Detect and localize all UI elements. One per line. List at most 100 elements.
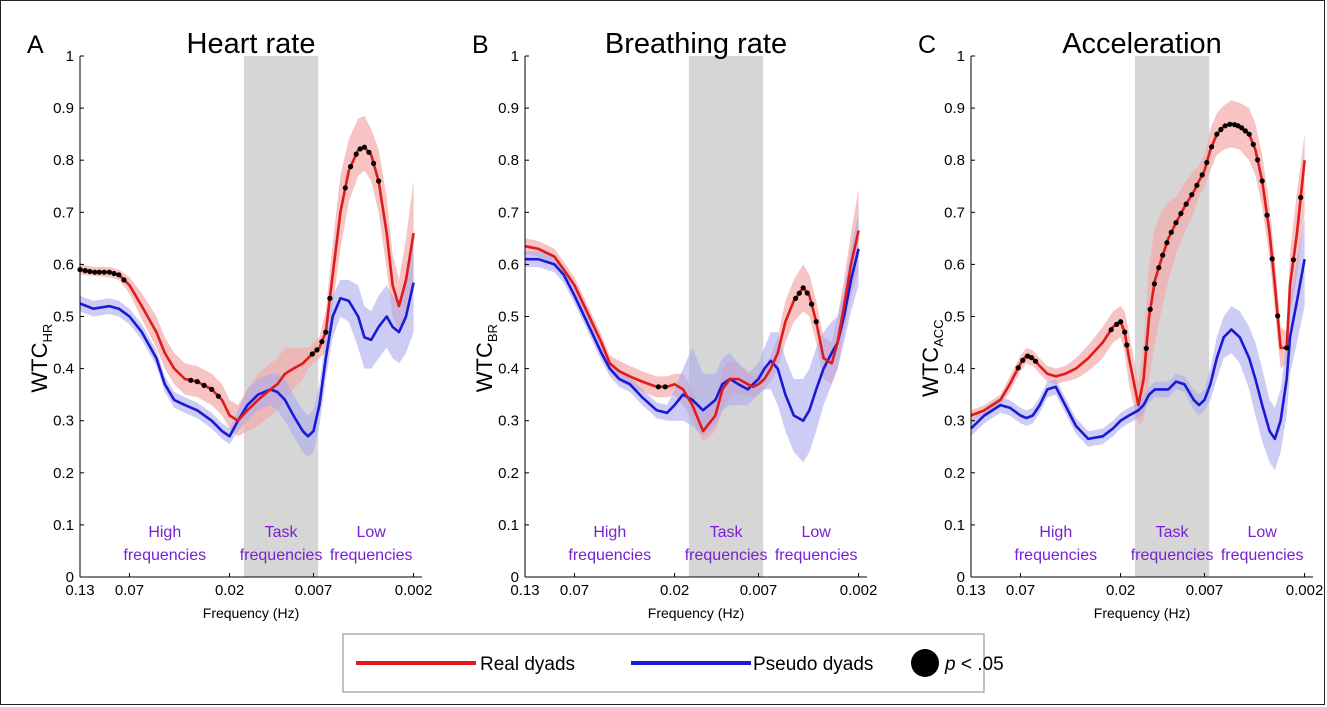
significance-dot: [1108, 327, 1114, 333]
significance-dot: [796, 290, 802, 296]
band-label-task-line2: frequencies: [240, 547, 323, 564]
significance-dot: [1160, 252, 1166, 258]
x-tick-label: 0.07: [560, 582, 589, 599]
y-tick-label: 0.2: [53, 465, 74, 482]
task-band-shading: [243, 56, 319, 577]
x-tick-label: 0.13: [956, 582, 985, 599]
significance-dot: [1199, 172, 1205, 178]
significance-dot: [1204, 159, 1210, 166]
significance-dot: [1156, 265, 1162, 271]
panels-layer: 0 0.1 0.2 0.3 0.4 0.5 0.6 0.7 0.8 0.9 1 0.13 0.07 0.0…: [27, 28, 1323, 621]
significance-dot: [1242, 128, 1248, 134]
band-label-high-line1: High: [148, 524, 181, 541]
y-axis-label: WTCACC: [918, 319, 946, 397]
significance-dot: [1015, 365, 1021, 371]
panel-letter: A: [27, 31, 44, 59]
x-tick-label: 0.07: [1006, 582, 1035, 599]
y-tick-label: 0.5: [498, 309, 519, 326]
significance-dot: [201, 382, 207, 388]
y-tick-label: 0.1: [53, 517, 74, 534]
significance-dot: [1168, 229, 1174, 235]
significance-dot: [1122, 329, 1128, 335]
significance-dot: [1164, 240, 1170, 246]
band-label-task-line2: frequencies: [1131, 547, 1214, 564]
y-tick-label: 0.8: [53, 152, 74, 169]
significance-dot: [1151, 281, 1157, 287]
y-tick-label: 0.5: [944, 309, 965, 326]
band-label-high-line1: High: [1039, 524, 1072, 541]
significance-dot: [1147, 306, 1153, 312]
x-tick-label: 0.002: [395, 582, 433, 599]
significance-dot: [1194, 182, 1200, 188]
x-tick-label: 0.007: [295, 582, 333, 599]
legend-real-label: Real dyads: [480, 654, 575, 675]
pseudo-dyads-line: [970, 258, 1306, 441]
significance-dot: [1183, 201, 1189, 207]
significance-dot: [1227, 121, 1233, 127]
significance-dot: [1143, 345, 1149, 351]
y-tick-label: 0.7: [944, 204, 965, 221]
x-tick-label: 0.13: [65, 582, 94, 599]
y-tick-label: 0.9: [53, 100, 74, 117]
panel-title: Breathing rate: [605, 28, 787, 60]
band-label-task-line1: Task: [710, 524, 744, 541]
y-tick-label: 0.9: [944, 100, 965, 117]
real-dyads-line: [524, 230, 860, 433]
panel-title: Heart rate: [187, 28, 316, 60]
band-label-low-line1: Low: [801, 524, 831, 541]
y-tick-label: 0.7: [498, 204, 519, 221]
y-axis-label-main: WTC: [27, 342, 52, 392]
significance-dot: [809, 301, 815, 307]
significance-dot: [813, 319, 819, 325]
x-axis-label: Frequency (Hz): [203, 605, 299, 621]
y-tick-label: 0.4: [53, 361, 74, 378]
significance-dot: [1264, 212, 1270, 218]
significance-dot: [1275, 313, 1281, 319]
pseudo-ci-band: [971, 217, 1305, 471]
y-axis-label: WTCBR: [472, 324, 500, 392]
significance-dot: [87, 268, 93, 275]
band-label-low-line2: frequencies: [1221, 547, 1304, 564]
significance-dot: [342, 185, 348, 191]
significance-dot: [121, 277, 127, 283]
band-label-low-line2: frequencies: [330, 547, 413, 564]
pseudo-ci-band: [525, 212, 859, 463]
significance-dot: [215, 393, 221, 399]
y-tick-label: 0.1: [944, 517, 965, 534]
y-tick-label: 1: [511, 48, 519, 65]
significance-dot: [82, 268, 88, 274]
legend-sig-p: p: [944, 654, 956, 675]
significance-dot: [1209, 144, 1215, 150]
band-label-low-line1: Low: [356, 524, 386, 541]
band-label-high-line2: frequencies: [568, 547, 651, 564]
significance-dot: [1284, 345, 1290, 351]
significance-dot: [1025, 353, 1031, 359]
y-tick-label: 0.6: [944, 256, 965, 273]
significance-dot: [1032, 358, 1039, 364]
significance-dot: [101, 269, 107, 275]
significance-dot: [800, 285, 806, 291]
y-tick-label: 0.4: [498, 361, 519, 378]
y-axis-label: WTCHR: [27, 324, 55, 393]
y-tick-label: 0.3: [498, 413, 519, 430]
y-tick-label: 0.6: [53, 256, 74, 273]
y-tick-label: 1: [66, 48, 74, 65]
significance-dot: [111, 270, 117, 277]
y-tick-label: 0: [511, 569, 519, 586]
significance-dot: [353, 151, 359, 157]
significance-dot: [327, 295, 333, 301]
band-label-low-line1: Low: [1247, 524, 1277, 541]
band-label-task-line1: Task: [1156, 524, 1190, 541]
band-label-task-line2: frequencies: [685, 547, 768, 564]
significance-dot: [309, 351, 315, 357]
significance-dot: [1189, 192, 1195, 198]
band-label-high-line2: frequencies: [1014, 547, 1097, 564]
significance-dot: [1114, 321, 1120, 327]
significance-dot: [1250, 141, 1256, 147]
x-tick-label: 0.07: [115, 582, 144, 599]
x-tick-label: 0.002: [1286, 582, 1324, 599]
x-axis-label: Frequency (Hz): [1094, 605, 1190, 621]
y-tick-label: 0.6: [498, 256, 519, 273]
